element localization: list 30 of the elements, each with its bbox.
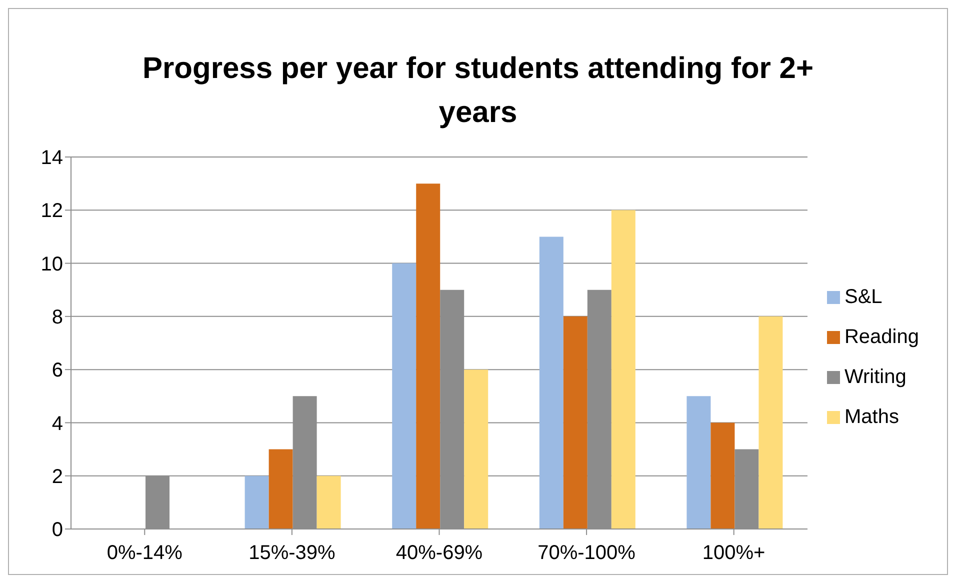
bar [710, 422, 735, 529]
legend-label: S&L [844, 286, 882, 308]
bar [416, 184, 440, 529]
x-tick-label: 0%-14% [106, 542, 183, 564]
y-tick-label: 12 [40, 200, 63, 222]
y-tick-label: 0 [52, 519, 63, 542]
bar [392, 263, 416, 529]
bar [686, 396, 711, 529]
y-tick-label: 8 [52, 306, 63, 329]
bar [268, 449, 293, 529]
legend-label: Reading [844, 326, 919, 348]
x-tick-label: 100%+ [702, 542, 766, 564]
bar [758, 316, 783, 529]
x-tick-label: 40%-69% [396, 542, 483, 564]
y-tick-label: 4 [52, 412, 63, 435]
legend-label: Maths [844, 406, 899, 428]
y-tick-label: 10 [40, 253, 63, 276]
x-tick-label: 15%-39% [248, 542, 336, 564]
chart-title: Progress per year for students attending for 2+ years [141, 51, 814, 131]
bar [316, 476, 341, 529]
bar [563, 316, 588, 529]
bar [611, 210, 636, 529]
bar [464, 370, 488, 529]
bar [244, 476, 269, 529]
bar [539, 236, 564, 529]
y-tick-label: 6 [52, 360, 63, 382]
x-tick-label: 70%-100% [538, 542, 636, 564]
legend-label: Writing [844, 366, 906, 388]
y-tick-label: 2 [52, 466, 63, 488]
y-tick-label: 14 [40, 147, 63, 170]
